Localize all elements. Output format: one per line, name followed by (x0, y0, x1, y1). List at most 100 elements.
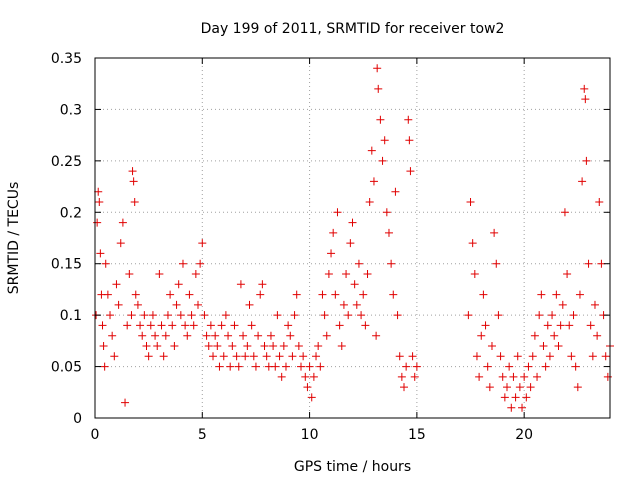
axis-ticks: 0 0.05 0.1 0.15 0.2 0.25 0.3 0.35 0 5 10 15 20 (51, 51, 610, 443)
data-point (151, 331, 160, 340)
data-point (464, 311, 473, 320)
data-point (505, 362, 514, 371)
data-point (329, 228, 338, 237)
data-point (369, 177, 378, 186)
data-point (389, 290, 398, 299)
data-point (112, 280, 121, 289)
data-point (279, 342, 288, 350)
data-point (96, 249, 105, 258)
data-point (503, 383, 511, 392)
data-point (116, 239, 125, 248)
data-point (194, 300, 202, 309)
data-point (181, 321, 190, 330)
data-point (93, 218, 102, 227)
data-point (221, 311, 230, 320)
data-point (183, 331, 192, 340)
data-point (352, 300, 361, 309)
x-tick-label: 10 (301, 427, 319, 443)
data-point (393, 311, 402, 320)
x-tick-label: 20 (515, 427, 533, 443)
data-point (374, 84, 383, 93)
data-point (204, 342, 213, 350)
data-point (247, 321, 256, 330)
data-point (515, 383, 524, 392)
data-point (339, 300, 348, 309)
data-point (297, 362, 305, 371)
data-point (290, 311, 299, 320)
data-point (335, 321, 344, 330)
data-point (331, 290, 340, 299)
data-point (142, 342, 151, 350)
data-point (391, 187, 400, 196)
data-point (533, 372, 542, 381)
data-point (123, 321, 132, 330)
data-point (342, 270, 351, 278)
data-point (344, 311, 353, 320)
data-point (211, 331, 220, 340)
data-point (213, 342, 222, 350)
data-point (324, 270, 333, 278)
data-point (466, 198, 475, 206)
data-point (569, 311, 578, 320)
data-point (148, 311, 157, 320)
data-point (159, 352, 168, 361)
data-point (354, 259, 363, 268)
data-point (170, 342, 179, 350)
data-point (200, 311, 209, 320)
data-point (348, 218, 357, 227)
data-point (350, 280, 359, 289)
data-point (507, 403, 516, 412)
data-point (262, 352, 271, 361)
data-point (125, 270, 134, 278)
data-point (593, 331, 602, 340)
data-point (359, 290, 368, 299)
data-point (153, 342, 162, 350)
data-point (397, 372, 406, 381)
data-point (586, 321, 595, 330)
data-point (601, 352, 610, 361)
data-point (483, 362, 492, 371)
data-point (187, 311, 196, 320)
data-point (108, 331, 117, 340)
data-point (94, 187, 103, 196)
chart-title: Day 199 of 2011, SRMTID for receiver tow… (201, 21, 505, 37)
y-tick-label: 0 (73, 411, 82, 427)
data-point (558, 300, 567, 309)
data-point (191, 270, 200, 278)
data-point (556, 321, 565, 330)
data-point (472, 352, 481, 361)
data-point (526, 383, 535, 392)
data-point (286, 331, 295, 340)
data-point (226, 362, 235, 371)
data-point (468, 239, 477, 248)
data-point (217, 321, 226, 330)
data-point (543, 321, 552, 330)
data-point (408, 352, 417, 361)
data-point (365, 198, 374, 206)
data-point (346, 239, 355, 248)
data-point (301, 372, 310, 381)
data-point (228, 342, 237, 350)
data-point (382, 208, 391, 217)
data-point (530, 331, 539, 340)
data-point (118, 218, 127, 227)
data-point (230, 321, 239, 330)
data-point (539, 342, 548, 350)
data-point (172, 300, 181, 309)
data-point (249, 352, 258, 361)
data-point (318, 290, 327, 299)
data-point (234, 362, 243, 371)
data-point (406, 167, 415, 176)
data-point (590, 300, 599, 309)
data-point (494, 311, 503, 320)
data-point (215, 362, 224, 371)
data-point (395, 352, 404, 361)
data-point (410, 372, 419, 381)
data-point (560, 208, 569, 217)
data-point (312, 352, 321, 361)
data-point (412, 362, 421, 371)
data-point (251, 362, 260, 371)
data-point (470, 270, 479, 278)
data-point (333, 208, 342, 217)
